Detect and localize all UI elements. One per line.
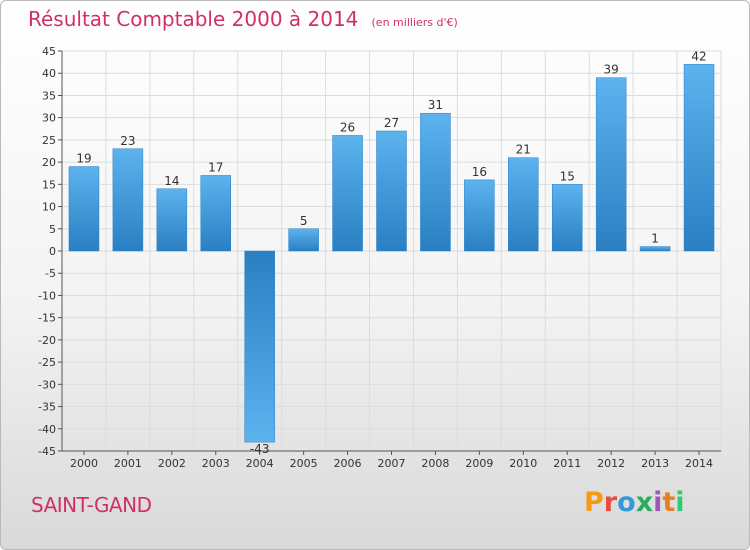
x-tick-label: 2006: [334, 457, 362, 470]
y-tick-label: -10: [38, 289, 56, 302]
x-tick-label: 2001: [114, 457, 142, 470]
bar: [68, 166, 100, 252]
x-tick-label: 2003: [202, 457, 230, 470]
x-tick-label: 2005: [290, 457, 318, 470]
x-tick-label: 2000: [70, 457, 98, 470]
x-tick-label: 2004: [246, 457, 274, 470]
x-tick-label: 2012: [597, 457, 625, 470]
y-tick-label: -45: [38, 445, 56, 458]
y-tick-label: -30: [38, 378, 56, 391]
y-tick-label: 30: [42, 112, 56, 125]
data-label: 15: [560, 169, 575, 183]
y-tick-label: -40: [38, 423, 56, 436]
data-label: 26: [340, 120, 355, 134]
bar: [156, 188, 188, 252]
y-tick-label: -5: [45, 267, 56, 280]
y-tick-label: 40: [42, 67, 56, 80]
y-tick-label: -25: [38, 356, 56, 369]
proxiti-logo[interactable]: Proxiti: [584, 487, 685, 518]
y-tick-label: 20: [42, 156, 56, 169]
x-tick-label: 2014: [685, 457, 713, 470]
y-tick-label: -20: [38, 334, 56, 347]
data-label: 14: [164, 174, 179, 188]
y-tick-label: 0: [49, 245, 56, 258]
x-tick-label: 2013: [641, 457, 669, 470]
bar: [551, 184, 583, 252]
data-label: 42: [691, 49, 706, 63]
bar: [244, 250, 275, 443]
y-tick-label: -15: [38, 312, 56, 325]
bar: [639, 246, 671, 252]
data-label: 31: [428, 98, 443, 112]
data-label: 19: [76, 152, 91, 166]
y-tick-label: 15: [42, 178, 56, 191]
data-labels: 19 23 14 17 -43 5 26 27 31 16 21 15 39 1 42: [76, 49, 706, 456]
axes: 454035302520151050-5-10-15-20-25-30-35-4…: [38, 45, 721, 470]
data-label: -43: [250, 442, 270, 456]
logo-letter: r: [603, 487, 618, 518]
data-label: 5: [300, 214, 308, 228]
data-label: 21: [516, 143, 531, 157]
y-tick-label: 10: [42, 201, 56, 214]
y-tick-label: 5: [49, 223, 56, 236]
chart-subtitle: (en milliers d'€): [371, 16, 458, 29]
x-tick-label: 2002: [158, 457, 186, 470]
data-label: 16: [472, 165, 487, 179]
x-tick-label: 2009: [465, 457, 493, 470]
logo-letter: o: [617, 487, 636, 518]
bars: [68, 64, 715, 443]
x-tick-label: 2008: [421, 457, 449, 470]
place-name: SAINT-GAND: [31, 493, 152, 517]
bar: [200, 175, 232, 252]
data-label: 17: [208, 160, 223, 174]
x-tick-label: 2007: [378, 457, 406, 470]
logo-letter: i: [653, 487, 663, 518]
bar: [112, 148, 144, 252]
y-tick-label: 45: [42, 45, 56, 58]
bar: [332, 135, 363, 252]
logo-letter: x: [635, 487, 654, 518]
logo-letter: i: [675, 487, 685, 518]
bar: [595, 77, 627, 252]
x-tick-label: 2011: [553, 457, 581, 470]
bar: [376, 130, 407, 252]
bar: [464, 179, 495, 252]
bar: [508, 157, 539, 252]
x-tick-label: 2010: [509, 457, 537, 470]
bar: [288, 228, 319, 252]
y-tick-label: -35: [38, 401, 56, 414]
y-tick-label: 25: [42, 134, 56, 147]
chart-header: Résultat Comptable 2000 à 2014 (en milli…: [28, 7, 458, 31]
logo-letter: P: [584, 487, 604, 518]
y-tick-label: 35: [42, 89, 56, 102]
data-label: 39: [604, 63, 619, 77]
data-label: 27: [384, 116, 399, 130]
chart-title: Résultat Comptable 2000 à 2014: [28, 7, 359, 31]
logo-letter: t: [662, 487, 676, 518]
data-label: 23: [120, 134, 135, 148]
bar: [420, 112, 451, 252]
data-label: 1: [651, 232, 659, 246]
bar: [683, 64, 715, 252]
